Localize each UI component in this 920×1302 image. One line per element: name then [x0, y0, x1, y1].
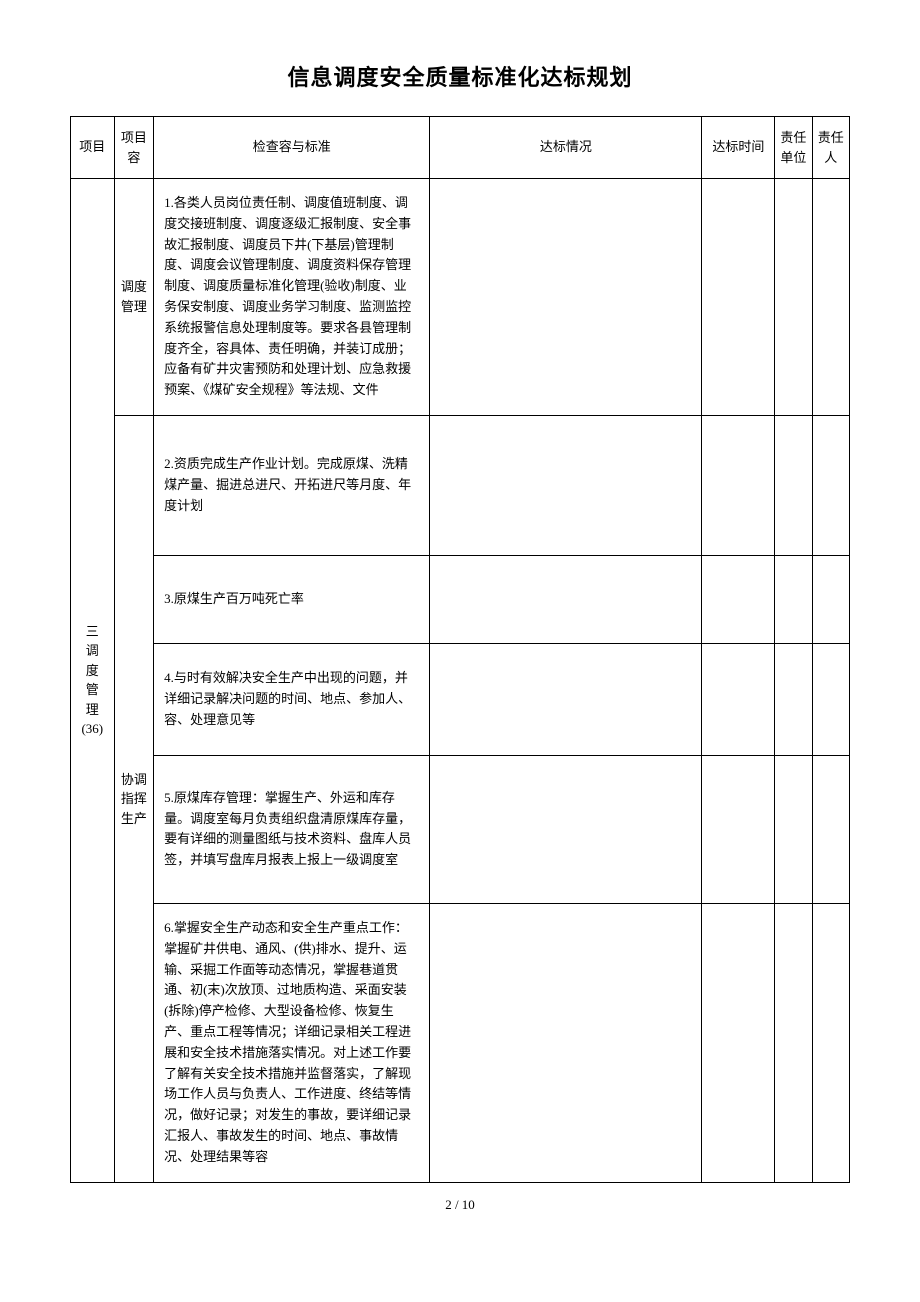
table-row: 4.与时有效解决安全生产中出现的问题，并详细记录解决问题的时间、地点、参加人、容… — [71, 643, 850, 755]
header-status: 达标情况 — [430, 117, 702, 179]
standard-cell: 3.原煤生产百万吨死亡率 — [154, 555, 430, 643]
standard-cell: 1.各类人员岗位责任制、调度值班制度、调度交接班制度、调度逐级汇报制度、安全事故… — [154, 179, 430, 416]
header-unit: 责任单位 — [775, 117, 812, 179]
content-cell-2: 协调 指挥 生产 — [114, 415, 153, 1182]
status-cell — [430, 903, 702, 1182]
content-label-1-2: 管理 — [117, 297, 151, 317]
header-project: 项目 — [71, 117, 115, 179]
time-cell — [702, 179, 775, 416]
status-cell — [430, 643, 702, 755]
table-row: 协调 指挥 生产 2.资质完成生产作业计划。完成原煤、洗精煤产量、掘进总进尺、开… — [71, 415, 850, 555]
status-cell — [430, 555, 702, 643]
header-person: 责任人 — [812, 117, 849, 179]
table-row: 6.掌握安全生产动态和安全生产重点工作：掌握矿井供电、通风、(供)排水、提升、运… — [71, 903, 850, 1182]
project-label-6: (36) — [73, 719, 112, 739]
standard-cell: 4.与时有效解决安全生产中出现的问题，并详细记录解决问题的时间、地点、参加人、容… — [154, 643, 430, 755]
content-cell-1: 调度 管理 — [114, 179, 153, 416]
project-label-5: 理 — [73, 700, 112, 720]
table-row: 3.原煤生产百万吨死亡率 — [71, 555, 850, 643]
standard-cell: 5.原煤库存管理：掌握生产、外运和库存量。调度室每月负责组织盘清原煤库存量，要有… — [154, 755, 430, 903]
content-label-2-3: 生产 — [117, 809, 151, 829]
unit-cell — [775, 755, 812, 903]
time-cell — [702, 555, 775, 643]
project-label-2: 调 — [73, 641, 112, 661]
person-cell — [812, 903, 849, 1182]
standard-cell: 6.掌握安全生产动态和安全生产重点工作：掌握矿井供电、通风、(供)排水、提升、运… — [154, 903, 430, 1182]
status-cell — [430, 179, 702, 416]
project-cell: 三 调 度 管 理 (36) — [71, 179, 115, 1183]
header-time: 达标时间 — [702, 117, 775, 179]
table-row: 5.原煤库存管理：掌握生产、外运和库存量。调度室每月负责组织盘清原煤库存量，要有… — [71, 755, 850, 903]
content-label-2-1: 协调 — [117, 770, 151, 790]
unit-cell — [775, 643, 812, 755]
unit-cell — [775, 415, 812, 555]
header-row: 项目 项目容 检查容与标准 达标情况 达标时间 责任单位 责任人 — [71, 117, 850, 179]
person-cell — [812, 643, 849, 755]
project-label-1: 三 — [73, 622, 112, 642]
person-cell — [812, 555, 849, 643]
time-cell — [702, 643, 775, 755]
content-label-2-2: 指挥 — [117, 789, 151, 809]
page-number: 2 / 10 — [70, 1197, 850, 1213]
content-label-1-1: 调度 — [117, 277, 151, 297]
unit-cell — [775, 903, 812, 1182]
unit-cell — [775, 555, 812, 643]
unit-cell — [775, 179, 812, 416]
time-cell — [702, 903, 775, 1182]
status-cell — [430, 755, 702, 903]
header-project-content: 项目容 — [114, 117, 153, 179]
time-cell — [702, 415, 775, 555]
table-row: 三 调 度 管 理 (36) 调度 管理 1.各类人员岗位责任制、调度值班制度、… — [71, 179, 850, 416]
header-standard: 检查容与标准 — [154, 117, 430, 179]
person-cell — [812, 179, 849, 416]
planning-table: 项目 项目容 检查容与标准 达标情况 达标时间 责任单位 责任人 三 调 度 管… — [70, 116, 850, 1183]
standard-cell: 2.资质完成生产作业计划。完成原煤、洗精煤产量、掘进总进尺、开拓进尺等月度、年度… — [154, 415, 430, 555]
time-cell — [702, 755, 775, 903]
document-title: 信息调度安全质量标准化达标规划 — [70, 60, 850, 92]
project-label-4: 管 — [73, 680, 112, 700]
project-label-3: 度 — [73, 661, 112, 681]
person-cell — [812, 415, 849, 555]
person-cell — [812, 755, 849, 903]
status-cell — [430, 415, 702, 555]
